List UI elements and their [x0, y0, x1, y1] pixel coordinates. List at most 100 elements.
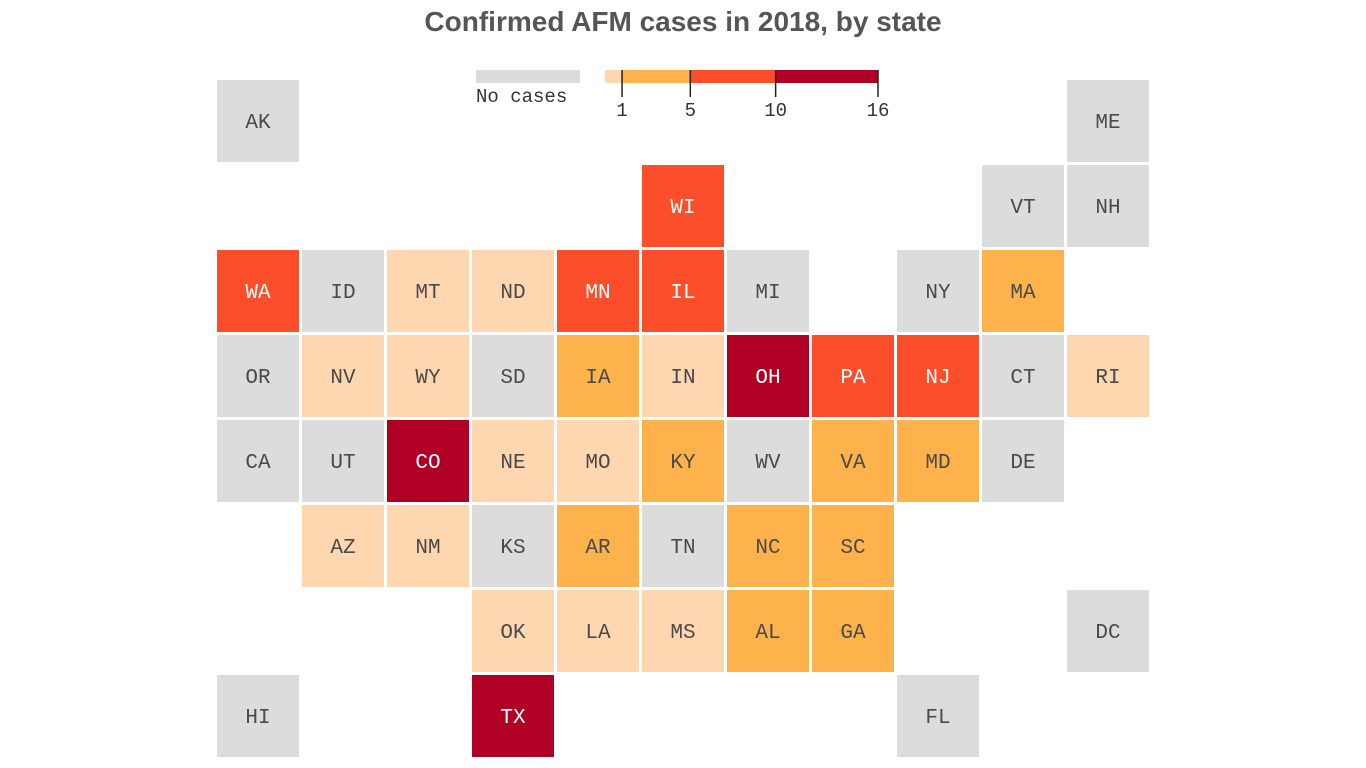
- state-label: GA: [840, 622, 866, 645]
- state-tile-ks: [472, 505, 554, 587]
- state-tile-sc: [812, 505, 894, 587]
- state-label: TN: [670, 537, 695, 560]
- state-label: CA: [245, 452, 271, 475]
- state-label: AR: [585, 537, 611, 560]
- legend-tick-label: 16: [867, 100, 890, 122]
- legend-no-cases-label: No cases: [476, 86, 567, 108]
- state-tile-wv: [727, 420, 809, 502]
- state-tile-md: [897, 420, 979, 502]
- legend-bin-b3: [690, 70, 776, 83]
- chart-title: Confirmed AFM cases in 2018, by state: [424, 6, 942, 37]
- state-tile-nh: [1067, 165, 1149, 247]
- state-tile-ma: [982, 250, 1064, 332]
- state-tile-co: [387, 420, 469, 502]
- state-label: VT: [1010, 197, 1035, 220]
- state-label: WI: [670, 197, 695, 220]
- state-tile-nm: [387, 505, 469, 587]
- legend-bin-b2: [622, 70, 691, 83]
- state-label: MA: [1010, 282, 1036, 305]
- state-label: CO: [415, 452, 440, 475]
- state-tile-hi: [217, 675, 299, 757]
- state-tile-dc: [1067, 590, 1149, 672]
- legend-tick-label: 1: [616, 100, 627, 122]
- state-label: CT: [1010, 367, 1035, 390]
- state-tile-sd: [472, 335, 554, 417]
- state-tile-ca: [217, 420, 299, 502]
- state-tile-tx: [472, 675, 554, 757]
- state-label: ND: [500, 282, 525, 305]
- state-label: IN: [670, 367, 695, 390]
- state-label: AK: [245, 112, 271, 135]
- state-tile-il: [642, 250, 724, 332]
- state-label: UT: [330, 452, 355, 475]
- state-label: NH: [1095, 197, 1120, 220]
- state-label: WV: [755, 452, 781, 475]
- state-label: ID: [330, 282, 355, 305]
- state-tile-nj: [897, 335, 979, 417]
- state-tile-mn: [557, 250, 639, 332]
- legend-no-cases-swatch: [476, 70, 580, 83]
- state-tile-in: [642, 335, 724, 417]
- state-tile-wa: [217, 250, 299, 332]
- state-tile-ga: [812, 590, 894, 672]
- state-label: MN: [585, 282, 610, 305]
- state-label: DC: [1095, 622, 1120, 645]
- state-label: NV: [330, 367, 356, 390]
- state-label: MI: [755, 282, 780, 305]
- state-tile-tn: [642, 505, 724, 587]
- state-label: SD: [500, 367, 525, 390]
- state-tile-ne: [472, 420, 554, 502]
- state-tile-ct: [982, 335, 1064, 417]
- state-tile-ky: [642, 420, 724, 502]
- state-label: HI: [245, 707, 270, 730]
- state-tile-vt: [982, 165, 1064, 247]
- legend-bin-b4: [775, 70, 878, 83]
- state-tile-ms: [642, 590, 724, 672]
- state-tile-ny: [897, 250, 979, 332]
- state-label: LA: [585, 622, 611, 645]
- state-label: FL: [925, 707, 950, 730]
- state-label: VA: [840, 452, 866, 475]
- state-tile-wi: [642, 165, 724, 247]
- state-tile-ak: [217, 80, 299, 162]
- state-label: NE: [500, 452, 525, 475]
- state-tile-ut: [302, 420, 384, 502]
- state-label: IA: [585, 367, 611, 390]
- state-tile-ok: [472, 590, 554, 672]
- state-tile-az: [302, 505, 384, 587]
- state-tile-ar: [557, 505, 639, 587]
- state-label: KY: [670, 452, 696, 475]
- state-tile-nv: [302, 335, 384, 417]
- state-tile-mi: [727, 250, 809, 332]
- state-label: PA: [840, 367, 866, 390]
- state-label: OR: [245, 367, 271, 390]
- state-tile-oh: [727, 335, 809, 417]
- state-label: SC: [840, 537, 865, 560]
- state-tile-mt: [387, 250, 469, 332]
- state-label: ME: [1095, 112, 1120, 135]
- state-tile-or: [217, 335, 299, 417]
- state-label: NY: [925, 282, 951, 305]
- state-tile-la: [557, 590, 639, 672]
- state-label: OK: [500, 622, 526, 645]
- state-label: RI: [1095, 367, 1120, 390]
- state-label: MO: [585, 452, 610, 475]
- state-label: DE: [1010, 452, 1035, 475]
- state-tile-nc: [727, 505, 809, 587]
- state-tile-de: [982, 420, 1064, 502]
- state-tile-pa: [812, 335, 894, 417]
- legend-tick-label: 5: [685, 100, 696, 122]
- state-label: OH: [755, 367, 780, 390]
- state-tile-va: [812, 420, 894, 502]
- state-tile-nd: [472, 250, 554, 332]
- state-label: AL: [755, 622, 780, 645]
- state-tile-ri: [1067, 335, 1149, 417]
- state-label: MS: [670, 622, 695, 645]
- state-label: KS: [500, 537, 525, 560]
- state-tile-id: [302, 250, 384, 332]
- state-label: NC: [755, 537, 780, 560]
- state-label: NM: [415, 537, 440, 560]
- state-label: NJ: [925, 367, 950, 390]
- state-tile-ia: [557, 335, 639, 417]
